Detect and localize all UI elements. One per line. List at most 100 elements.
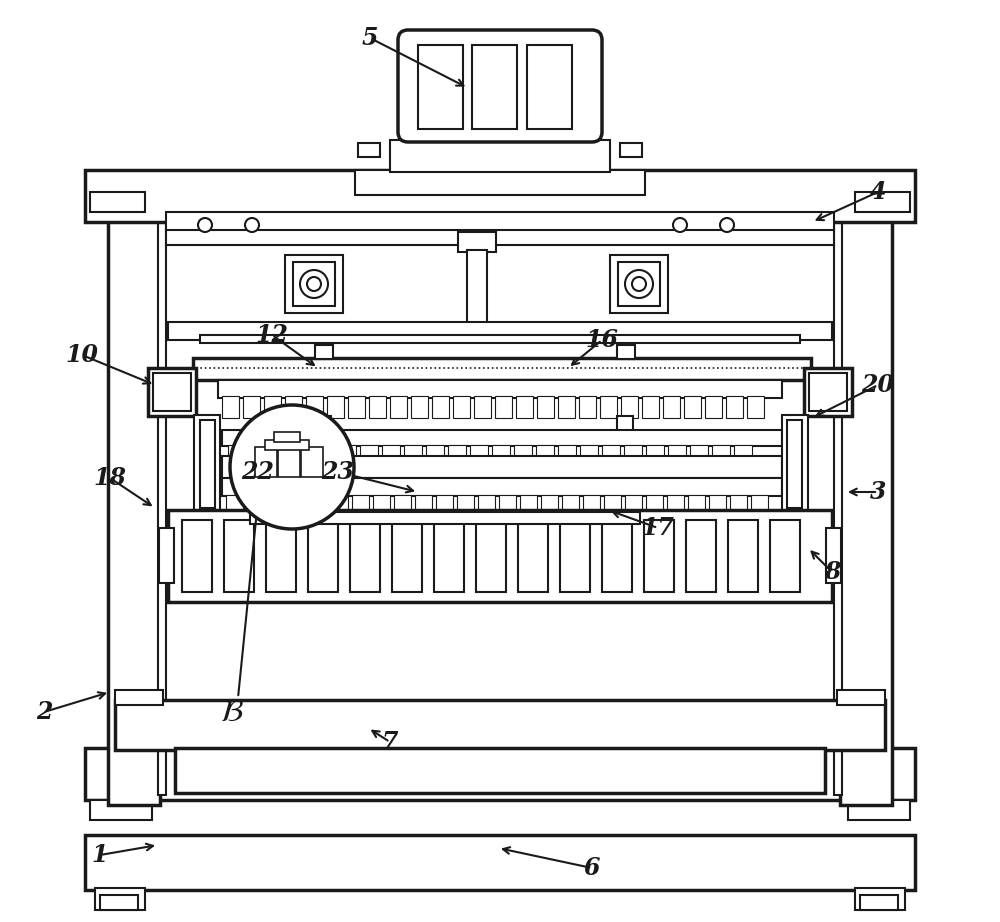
Bar: [474, 396, 491, 418]
Circle shape: [673, 218, 687, 232]
Bar: [470, 445, 488, 457]
Bar: [222, 396, 239, 418]
Bar: [247, 495, 264, 513]
Text: 4: 4: [870, 180, 886, 204]
Bar: [348, 396, 365, 418]
Bar: [265, 440, 309, 450]
Bar: [610, 255, 668, 313]
Bar: [809, 373, 847, 411]
Bar: [621, 396, 638, 418]
Bar: [411, 396, 428, 418]
Bar: [688, 495, 705, 513]
Bar: [315, 345, 333, 359]
Bar: [625, 495, 642, 513]
Bar: [686, 520, 716, 592]
Circle shape: [632, 277, 646, 291]
Bar: [115, 700, 885, 750]
Bar: [583, 495, 600, 513]
Bar: [153, 373, 191, 411]
Bar: [646, 445, 664, 457]
Text: 1: 1: [92, 843, 108, 867]
Bar: [560, 520, 590, 592]
Bar: [747, 396, 764, 418]
Bar: [527, 45, 572, 129]
Bar: [243, 396, 260, 418]
Bar: [834, 215, 842, 795]
Text: 10: 10: [66, 343, 98, 367]
Bar: [562, 495, 579, 513]
Text: 17: 17: [642, 516, 674, 540]
Bar: [558, 396, 575, 418]
Bar: [840, 210, 892, 805]
Bar: [537, 396, 554, 418]
Bar: [644, 520, 674, 592]
Text: 3: 3: [870, 480, 886, 504]
Bar: [520, 495, 537, 513]
Bar: [558, 445, 576, 457]
Bar: [315, 416, 331, 434]
Bar: [218, 380, 782, 398]
Bar: [108, 210, 160, 805]
Bar: [264, 396, 281, 418]
Bar: [826, 528, 841, 583]
Bar: [495, 396, 512, 418]
Bar: [90, 192, 145, 212]
Bar: [646, 495, 663, 513]
Bar: [604, 495, 621, 513]
Bar: [392, 520, 422, 592]
Text: 18: 18: [94, 466, 126, 490]
Bar: [426, 445, 444, 457]
Bar: [728, 520, 758, 592]
Bar: [667, 495, 684, 513]
Bar: [668, 445, 686, 457]
Bar: [158, 215, 166, 795]
Bar: [751, 495, 768, 513]
Bar: [255, 447, 277, 477]
Bar: [390, 140, 610, 172]
Circle shape: [245, 218, 259, 232]
Bar: [663, 396, 680, 418]
Bar: [222, 478, 782, 496]
Bar: [602, 445, 620, 457]
Text: 7: 7: [382, 730, 398, 754]
Bar: [182, 520, 212, 592]
Bar: [770, 520, 800, 592]
Bar: [617, 416, 633, 434]
Bar: [331, 495, 348, 513]
Bar: [293, 262, 335, 306]
Bar: [390, 396, 407, 418]
FancyBboxPatch shape: [398, 30, 602, 142]
Bar: [709, 495, 726, 513]
Bar: [226, 495, 243, 513]
Bar: [642, 396, 659, 418]
Bar: [458, 232, 496, 252]
Bar: [684, 396, 701, 418]
Bar: [85, 748, 915, 800]
Bar: [358, 143, 380, 157]
Bar: [316, 445, 334, 457]
Bar: [306, 396, 323, 418]
Bar: [268, 495, 285, 513]
Bar: [726, 396, 743, 418]
Bar: [168, 510, 832, 602]
Bar: [712, 445, 730, 457]
Bar: [200, 335, 800, 343]
Bar: [369, 396, 386, 418]
Circle shape: [625, 270, 653, 298]
Bar: [355, 170, 645, 195]
Bar: [617, 345, 635, 359]
Bar: [436, 495, 453, 513]
Bar: [579, 396, 596, 418]
Bar: [602, 520, 632, 592]
Text: 2: 2: [36, 700, 52, 724]
Circle shape: [198, 218, 212, 232]
Bar: [352, 495, 369, 513]
Bar: [250, 512, 640, 524]
Bar: [382, 445, 400, 457]
Circle shape: [307, 277, 321, 291]
Bar: [100, 895, 138, 910]
Bar: [457, 495, 474, 513]
Bar: [168, 322, 832, 340]
Bar: [175, 748, 825, 793]
Bar: [274, 432, 300, 442]
